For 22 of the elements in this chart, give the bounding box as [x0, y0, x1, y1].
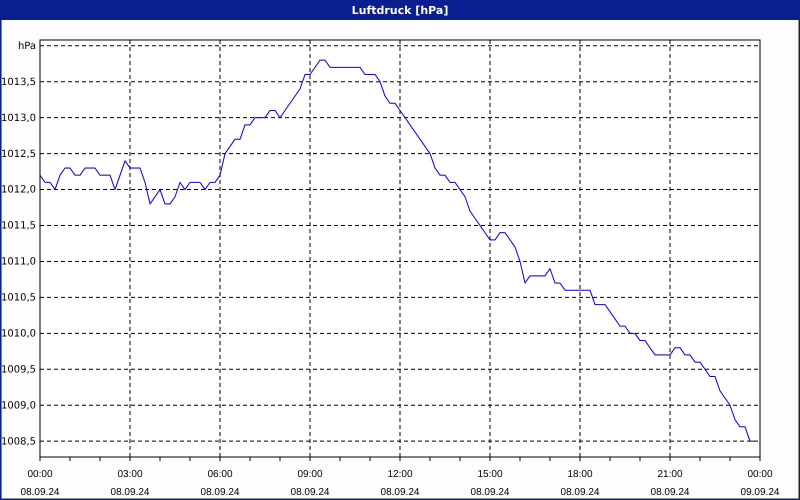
x-tick-label: 00:00 09.09.24	[740, 469, 780, 498]
y-tick-label: 1011,0	[1, 256, 36, 268]
chart-title: Luftdruck [hPa]	[352, 4, 448, 17]
x-tick-label: 15:00 08.09.24	[470, 469, 510, 498]
y-tick-label: 1011,5	[1, 220, 36, 232]
y-tick-label: 1010,0	[1, 328, 36, 340]
y-tick-label: 1008,5	[1, 436, 36, 448]
y-tick-label: 1013,0	[1, 112, 36, 124]
x-tick-label: 09:00 08.09.24	[290, 469, 330, 498]
x-tick-label: 00:00 08.09.24	[20, 469, 60, 498]
x-tick-label: 06:00 08.09.24	[200, 469, 240, 498]
x-tick-label: 03:00 08.09.24	[110, 469, 150, 498]
y-tick-label: 1009,0	[1, 400, 36, 412]
x-tick-label: 18:00 08.09.24	[560, 469, 600, 498]
y-tick-label: 1010,5	[1, 292, 36, 304]
x-tick-label: 21:00 08.09.24	[650, 469, 690, 498]
x-tick-label: 12:00 08.09.24	[380, 469, 420, 498]
y-tick-label: 1013,5	[1, 76, 36, 88]
y-tick-label: 1009,5	[1, 364, 36, 376]
y-tick-label: 1012,5	[1, 148, 36, 160]
y-tick-label: hPa	[18, 40, 36, 52]
y-tick-label: 1012,0	[1, 184, 36, 196]
